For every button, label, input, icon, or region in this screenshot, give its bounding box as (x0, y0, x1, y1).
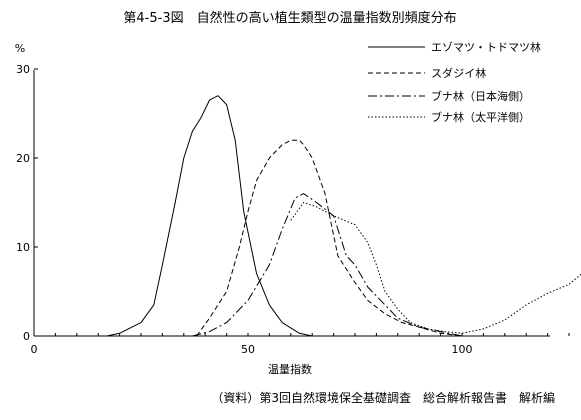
x-tick-labels: 050100150200 (31, 343, 473, 356)
legend-item: エゾマツ・トドマツ林 (368, 40, 541, 54)
legend: エゾマツ・トドマツ林 スダジイ林 ブナ林（日本海側） ブナ林（太平洋側） (368, 40, 541, 124)
y-tick-label: 0 (23, 330, 30, 343)
legend-item: ブナ林（太平洋側） (368, 110, 530, 124)
source-note: （資料）第3回自然環境保全基礎調査 総合解析報告書 解析編 (211, 390, 555, 405)
chart-title: 第4-5-3図 自然性の高い植生類型の温量指数別頻度分布 (123, 10, 456, 26)
x-tick-label: 50 (241, 343, 255, 356)
y-tick-label: 10 (16, 241, 30, 254)
series-line-dashed (196, 139, 463, 337)
y-axis-label: % (15, 42, 25, 55)
series-line-dotted (290, 202, 581, 334)
x-tick-label: 0 (31, 343, 38, 356)
legend-item: スダジイ林 (368, 66, 486, 80)
legend-label-ezomatsu: エゾマツ・トドマツ林 (431, 40, 541, 54)
legend-label-sudajii: スダジイ林 (431, 66, 486, 80)
series-lines (106, 95, 581, 337)
y-tick-label: 30 (16, 63, 30, 76)
y-ticks: 0 10 20 30 (16, 63, 38, 343)
series-line-dashdot (192, 193, 463, 337)
axes (33, 70, 550, 337)
x-axis-label: 温量指数 (268, 362, 312, 376)
legend-item: ブナ林（日本海側） (368, 89, 530, 103)
series-line-solid (106, 95, 313, 337)
legend-label-buna-japansea: ブナ林（日本海側） (431, 89, 530, 103)
y-tick-label: 20 (16, 152, 30, 165)
x-tick-label: 100 (452, 343, 473, 356)
legend-label-buna-pacific: ブナ林（太平洋側） (431, 110, 530, 124)
